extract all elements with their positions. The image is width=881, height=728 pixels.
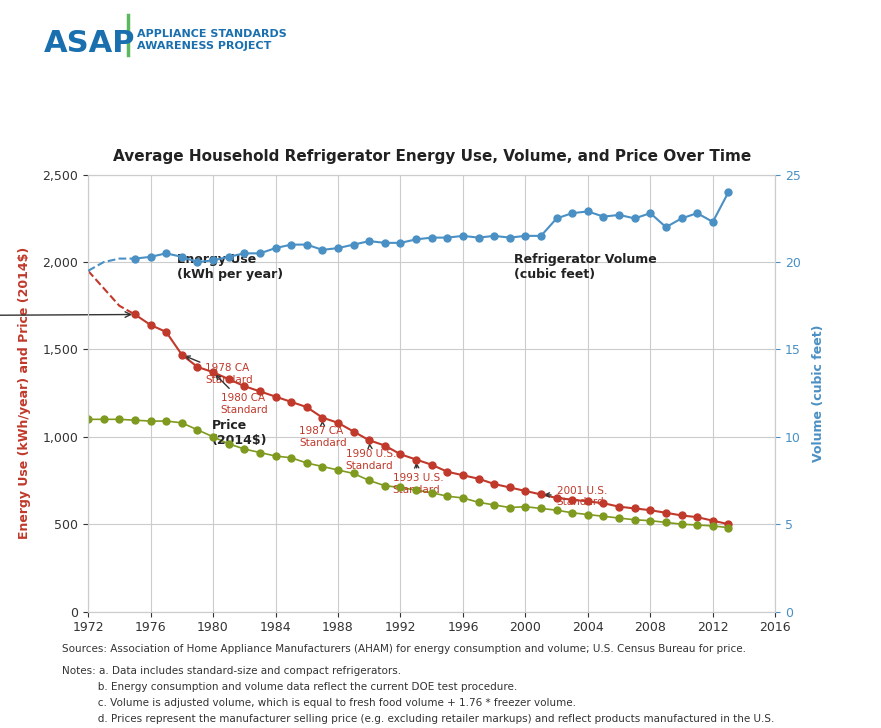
Text: 1987 CA
Standard: 1987 CA Standard — [299, 421, 346, 448]
Title: Average Household Refrigerator Energy Use, Volume, and Price Over Time: Average Household Refrigerator Energy Us… — [113, 149, 751, 164]
Text: Price
(2014$): Price (2014$) — [211, 419, 267, 447]
Text: c. Volume is adjusted volume, which is equal to fresh food volume + 1.76 * freez: c. Volume is adjusted volume, which is e… — [62, 698, 575, 708]
Text: d. Prices represent the manufacturer selling price (e.g. excluding retailer mark: d. Prices represent the manufacturer sel… — [62, 714, 774, 724]
Y-axis label: Energy Use (kWh/year) and Price (2014$): Energy Use (kWh/year) and Price (2014$) — [19, 247, 32, 539]
Text: 2001 U.S.
Standard: 2001 U.S. Standard — [545, 486, 607, 507]
Text: 1993 U.S.
Standard: 1993 U.S. Standard — [393, 464, 443, 495]
Y-axis label: Volume (cubic feet): Volume (cubic feet) — [812, 325, 825, 462]
Text: ASAP: ASAP — [44, 29, 136, 58]
Text: 1990 U.S.
Standard: 1990 U.S. Standard — [345, 443, 396, 470]
Text: APPLIANCE STANDARDS
AWARENESS PROJECT: APPLIANCE STANDARDS AWARENESS PROJECT — [137, 29, 286, 51]
Text: b. Energy consumption and volume data reflect the current DOE test procedure.: b. Energy consumption and volume data re… — [62, 682, 517, 692]
Text: Notes: a. Data includes standard-size and compact refrigerators.: Notes: a. Data includes standard-size an… — [62, 666, 401, 676]
Text: 1978 CA
Standard: 1978 CA Standard — [186, 356, 253, 385]
Text: 1980 CA
Standard: 1980 CA Standard — [216, 375, 269, 415]
Text: Refrigerator Volume
(cubic feet): Refrigerator Volume (cubic feet) — [515, 253, 657, 281]
Text: Energy Use
(kWh per year): Energy Use (kWh per year) — [177, 253, 284, 281]
Text: Sources: Association of Home Appliance Manufacturers (AHAM) for energy consumpti: Sources: Association of Home Appliance M… — [62, 644, 745, 654]
